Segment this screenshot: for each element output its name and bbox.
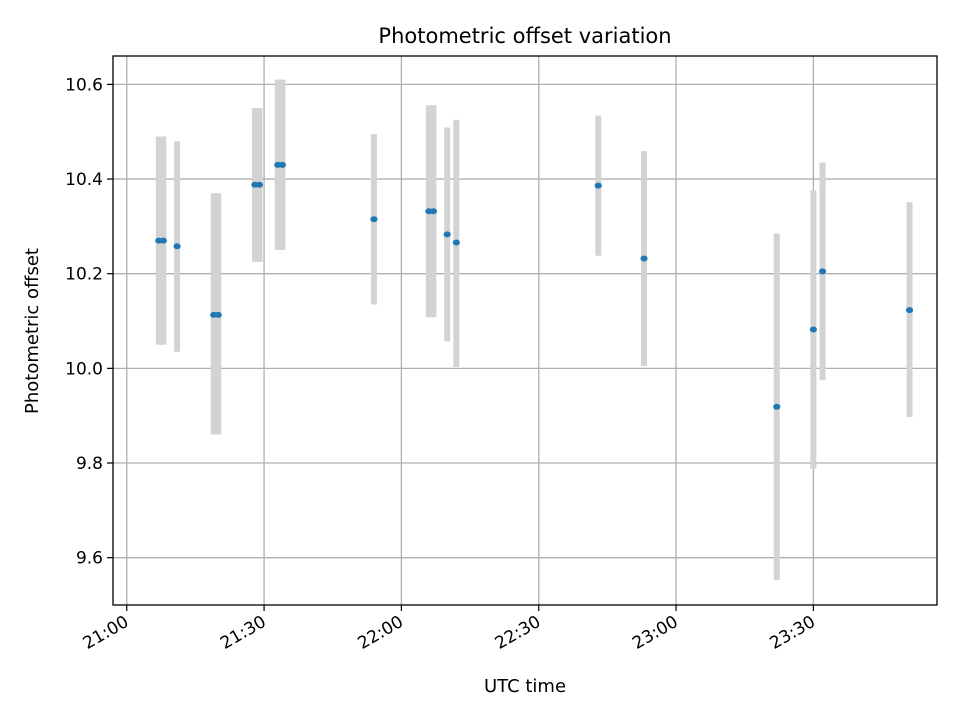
y-tick-label: 10.0 xyxy=(65,359,103,379)
data-point xyxy=(452,239,460,246)
data-point xyxy=(809,326,818,333)
data-point xyxy=(640,255,648,262)
chart-title: Photometric offset variation xyxy=(378,24,671,48)
data-point xyxy=(214,311,222,318)
y-tick-label: 10.4 xyxy=(65,170,103,190)
y-tick-label: 9.8 xyxy=(76,454,103,474)
data-point xyxy=(818,268,827,275)
y-tick-label: 9.6 xyxy=(76,549,103,569)
data-point xyxy=(255,181,264,188)
y-tick-label: 10.6 xyxy=(65,75,103,95)
data-point xyxy=(429,208,438,215)
data-point xyxy=(370,216,378,223)
plot-frame xyxy=(112,55,938,606)
data-point xyxy=(278,161,286,168)
x-axis-label: UTC time xyxy=(484,676,566,697)
y-axis-label: Photometric offset xyxy=(22,248,43,414)
data-point xyxy=(905,307,914,314)
data-points xyxy=(155,161,914,410)
data-point xyxy=(443,231,451,238)
y-tick-label: 10.2 xyxy=(65,265,103,285)
data-point xyxy=(594,182,602,189)
data-point xyxy=(159,237,167,244)
y-axis-ticks: 9.6 9.8 10.0 10.2 10.4 10.6 xyxy=(65,75,113,569)
data-point xyxy=(173,243,181,250)
data-point xyxy=(773,403,781,410)
grid-lines xyxy=(113,56,937,605)
